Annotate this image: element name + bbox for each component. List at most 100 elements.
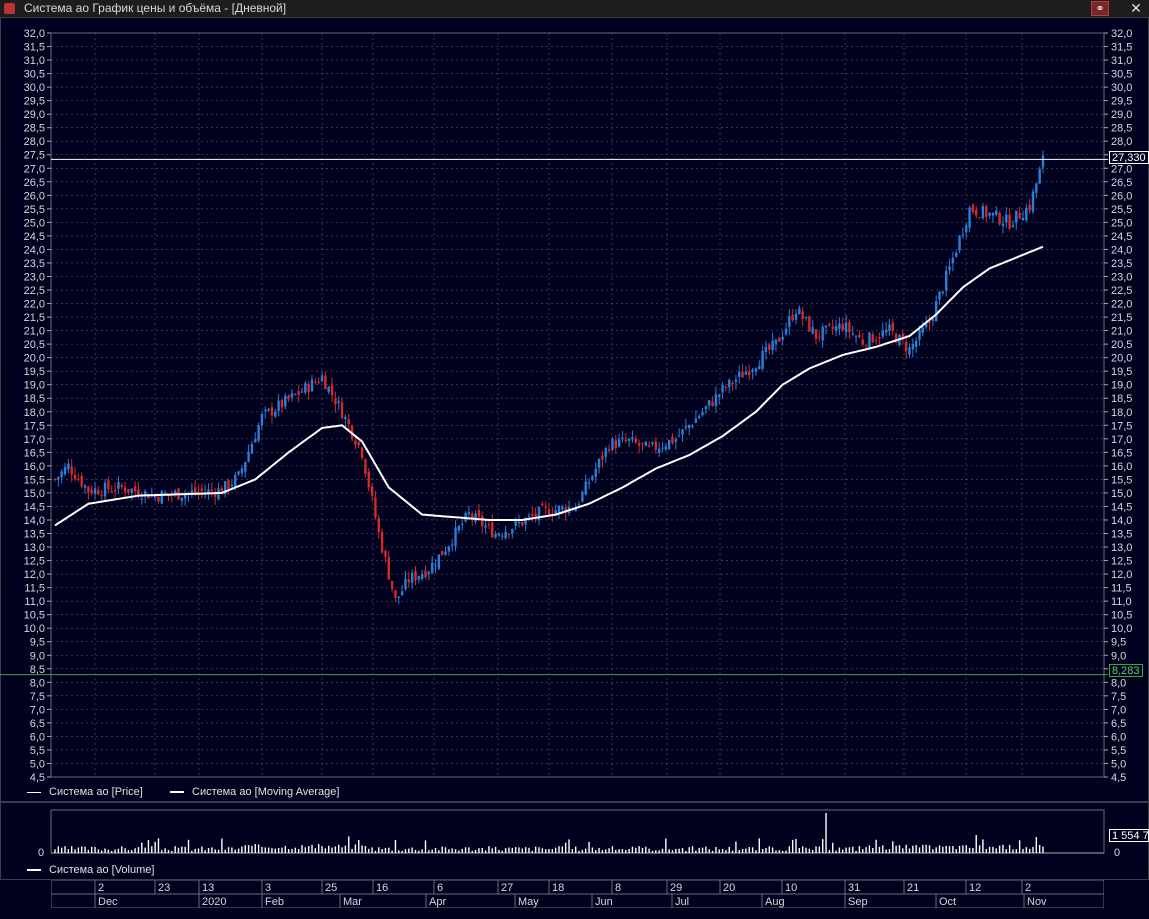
volume-bar — [561, 846, 564, 853]
candle — [778, 336, 781, 342]
price-tick-label: 12,0 — [24, 569, 45, 581]
candle — [474, 510, 477, 525]
candle — [517, 514, 521, 528]
volume-bar — [965, 845, 967, 853]
price-chart[interactable]: 32,031,531,030,530,029,529,028,528,027,5… — [0, 17, 1149, 802]
candle — [721, 381, 724, 399]
candle — [207, 483, 210, 500]
volume-bar — [741, 848, 744, 853]
candle — [237, 470, 240, 476]
candle — [1011, 220, 1015, 228]
candle — [464, 511, 467, 523]
price-tick-label: 18,5 — [24, 393, 45, 405]
price-tick-label: 10,0 — [24, 623, 45, 635]
price-tick-label: 13,5 — [24, 529, 45, 541]
candle — [430, 555, 434, 574]
link-icon[interactable]: ⚭ — [1091, 1, 1109, 16]
candle — [831, 319, 834, 335]
candle — [677, 428, 681, 437]
volume-bar — [541, 848, 544, 853]
day-label: 8 — [615, 882, 621, 894]
candle — [808, 315, 811, 333]
candle — [340, 397, 344, 419]
candle — [711, 396, 714, 407]
volume-bar — [761, 849, 764, 853]
volume-bar — [895, 845, 897, 853]
price-tick-label: 5,5 — [1111, 745, 1126, 757]
candle — [581, 490, 584, 503]
volume-bar — [54, 849, 56, 853]
volume-bar — [121, 846, 123, 853]
candle — [647, 441, 651, 449]
volume-bar — [585, 848, 587, 853]
price-tick-label: 16,5 — [24, 447, 45, 459]
candle — [170, 490, 174, 503]
volume-last-label: 1 554 7 — [1109, 829, 1149, 842]
volume-bar — [534, 846, 537, 853]
day-label: 20 — [723, 882, 735, 894]
candle — [731, 380, 734, 392]
volume-bar — [314, 848, 317, 853]
volume-bar — [371, 847, 373, 853]
window-titlebar: Система ао График цены и объёма - [Дневн… — [0, 0, 1149, 17]
candle — [484, 519, 487, 534]
price-tick-label: 30,0 — [24, 82, 45, 94]
month-label: Aug — [765, 896, 785, 908]
volume-bar — [394, 839, 397, 853]
close-icon[interactable]: ✕ — [1130, 0, 1142, 16]
volume-bar — [1018, 840, 1021, 853]
candle — [511, 528, 514, 539]
candle — [1028, 199, 1031, 215]
volume-bar — [938, 845, 941, 853]
volume-bar — [441, 846, 443, 853]
price-tick-label: 23,5 — [1111, 258, 1132, 270]
candle — [738, 365, 741, 384]
volume-bar — [935, 847, 937, 853]
volume-bar — [771, 847, 774, 853]
volume-bar — [294, 847, 297, 853]
volume-bar — [631, 846, 634, 853]
candle — [587, 477, 591, 490]
price-tick-label: 29,5 — [24, 96, 45, 108]
price-tick-label: 13,0 — [1111, 542, 1132, 554]
volume-bar — [101, 850, 103, 853]
time-axis[interactable]: 2 23 13 3 25 16 6 27 18 8 29 20 10 31 21 12 2 Dec 2020 Feb M… — [51, 880, 1104, 908]
candle — [544, 501, 547, 515]
volume-bar — [361, 845, 363, 853]
price-tick-label: 14,5 — [1111, 501, 1132, 513]
candle — [694, 410, 698, 423]
volume-bar — [842, 849, 844, 853]
volume-bar — [401, 850, 403, 853]
candle — [704, 405, 708, 415]
candle — [1035, 182, 1038, 199]
candle — [998, 211, 1001, 226]
volume-bar — [1032, 846, 1034, 853]
volume-bar — [247, 845, 250, 853]
volume-bar — [454, 849, 457, 853]
candle — [414, 566, 417, 586]
candle — [708, 399, 711, 411]
price-tick-label: 29,0 — [24, 109, 45, 121]
volume-bar — [998, 845, 1001, 853]
volume-bar — [721, 849, 724, 853]
price-tick-label: 25,0 — [24, 217, 45, 229]
volume-bar — [852, 846, 854, 853]
current-price-label: 27,330 — [1109, 151, 1149, 164]
candle — [1001, 216, 1005, 234]
candle — [888, 318, 891, 336]
volume-bar — [374, 850, 377, 853]
price-legend-item: Система ао [Price] — [27, 785, 143, 799]
price-tick-label: 15,5 — [24, 474, 45, 486]
candle — [290, 389, 294, 402]
volume-bar — [424, 840, 427, 853]
candle — [110, 485, 113, 493]
volume-bar — [945, 845, 947, 853]
price-tick-label: 12,0 — [1111, 569, 1132, 581]
volume-bar — [491, 848, 493, 853]
candle — [714, 386, 718, 414]
volume-bar — [237, 848, 240, 853]
candle — [848, 319, 851, 339]
volume-bar — [364, 846, 367, 853]
volume-bar — [948, 846, 951, 853]
volume-chart[interactable] — [0, 802, 1149, 862]
